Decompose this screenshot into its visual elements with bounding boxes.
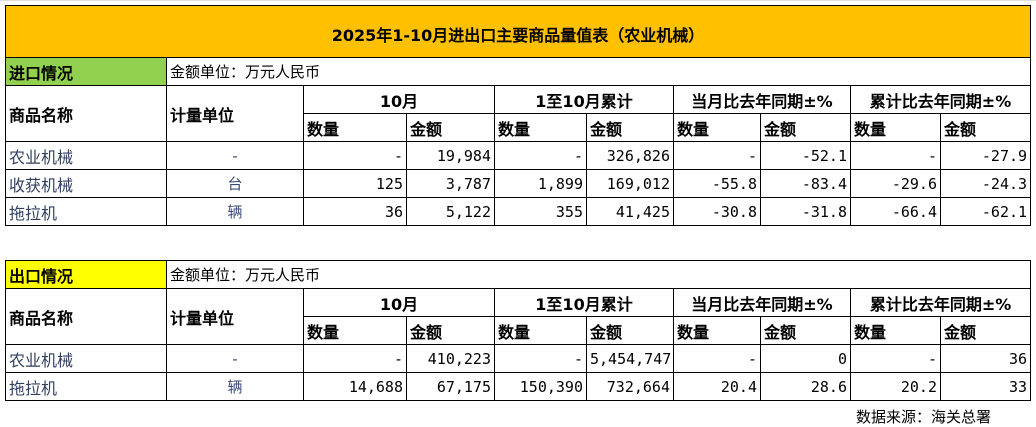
value-cell: 14,688 (303, 372, 407, 401)
value-cell: -27.9 (939, 141, 1032, 170)
item-name: 农业机械 (5, 141, 167, 170)
value-cell: 20.4 (673, 372, 761, 401)
value-cell: -83.4 (760, 169, 851, 198)
header-month: 10月 (303, 288, 495, 317)
header-cumulative: 1至10月累计 (494, 85, 674, 114)
value-cell: - (494, 344, 587, 373)
table-row: 收获机械台 125 3,787 1,899 169,012 -55.8 -83.4 -29.6… (5, 169, 1032, 198)
header-name: 商品名称 (5, 85, 167, 142)
value-cell: 36 (939, 344, 1032, 373)
header-month: 10月 (303, 85, 495, 114)
value-cell: 36 (303, 197, 407, 226)
header-quantity: 数量 (494, 113, 587, 142)
header-unit: 计量单位 (166, 288, 304, 345)
header-quantity: 数量 (673, 113, 761, 142)
header-amount: 金额 (939, 113, 1032, 142)
header-month-yoy: 当月比去年同期±% (673, 288, 851, 317)
value-cell: 19,984 (406, 141, 495, 170)
header-unit: 计量单位 (166, 85, 304, 142)
value-cell: 125 (303, 169, 407, 198)
import-table: 2025年1-10月进出口主要商品量值表（农业机械） 进口情况 金额单位：万元人… (4, 5, 1032, 226)
export-table: 出口情况 金额单位：万元人民币 商品名称 计量单位 10月 1至10月累计 当月… (5, 260, 1032, 401)
header-quantity: 数量 (303, 316, 407, 345)
table-row: 拖拉机辆 14,688 67,175 150,390 732,664 20.4 28.6 20… (5, 372, 1032, 401)
value-cell: -66.4 (850, 197, 941, 226)
table-title: 2025年1-10月进出口主要商品量值表（农业机械） (4, 5, 1032, 58)
value-cell: -31.8 (760, 197, 851, 226)
header-quantity: 数量 (673, 316, 761, 345)
header-quantity: 数量 (494, 316, 587, 345)
header-quantity: 数量 (303, 113, 407, 142)
value-cell: 67,175 (406, 372, 495, 401)
header-amount: 金额 (406, 316, 495, 345)
value-cell: 732,664 (586, 372, 674, 401)
table-row: 农业机械 - -410,223-5,454,747-0-36 (5, 344, 1032, 373)
header-amount: 金额 (586, 113, 674, 142)
item-name: 农业机械 (5, 344, 167, 373)
value-cell: 41,425 (586, 197, 674, 226)
value-cell: - (303, 141, 407, 170)
value-cell: 169,012 (586, 169, 674, 198)
value-cell: 355 (494, 197, 587, 226)
amount-unit-note: 金额单位：万元人民币 (165, 57, 1032, 86)
header-quantity: 数量 (850, 316, 941, 345)
value-cell: -29.6 (850, 169, 941, 198)
data-source: 数据来源：海关总署 (856, 408, 992, 426)
header-quantity: 数量 (850, 113, 941, 142)
item-name: 拖拉机 (5, 197, 167, 226)
value-cell: -55.8 (673, 169, 761, 198)
header-amount: 金额 (406, 113, 495, 142)
value-cell: 150,390 (494, 372, 587, 401)
item-unit: 台 (166, 169, 304, 198)
value-cell: 410,223 (406, 344, 495, 373)
header-cum-yoy: 累计比去年同期±% (849, 288, 1032, 317)
item-name: 拖拉机 (5, 372, 167, 401)
header-month-yoy: 当月比去年同期±% (673, 85, 851, 114)
value-cell: 0 (760, 344, 851, 373)
item-unit: 辆 (166, 372, 304, 401)
value-cell: 1,899 (494, 169, 587, 198)
import-rows: 农业机械 - -19,984-326,826- -52.1- -27.9 收获机械台 125… (5, 141, 1032, 226)
value-cell: - (850, 344, 941, 373)
value-cell: -52.1 (760, 141, 851, 170)
value-cell: - (494, 141, 587, 170)
value-cell: 20.2 (850, 372, 941, 401)
value-cell: - (673, 344, 761, 373)
item-unit: - (166, 344, 304, 373)
value-cell: 5,454,747 (586, 344, 674, 373)
export-rows: 农业机械 - -410,223-5,454,747-0-36 拖拉机辆 14,688 67… (5, 344, 1032, 401)
header-amount: 金额 (939, 316, 1032, 345)
value-cell: -62.1 (939, 197, 1032, 226)
table-row: 拖拉机辆 36 5,122 355 41,425 -30.8 -31.8 -66.4 -62.1 (5, 197, 1032, 226)
item-name: 收获机械 (5, 169, 167, 198)
header-name: 商品名称 (5, 288, 167, 345)
value-cell: - (673, 141, 761, 170)
item-unit: - (166, 141, 304, 170)
header-amount: 金额 (760, 113, 851, 142)
value-cell: 33 (939, 372, 1032, 401)
amount-unit-note: 金额单位：万元人民币 (165, 260, 1032, 289)
value-cell: 28.6 (760, 372, 851, 401)
subheader-row: 数量 金额 数量 金额 数量 金额 数量 金额 (6, 113, 1032, 142)
import-section-label: 进口情况 (5, 57, 167, 86)
value-cell: -24.3 (939, 169, 1032, 198)
value-cell: 3,787 (406, 169, 495, 198)
header-cumulative: 1至10月累计 (494, 288, 674, 317)
item-unit: 辆 (166, 197, 304, 226)
value-cell: 5,122 (406, 197, 495, 226)
table-row: 农业机械 - -19,984-326,826- -52.1- -27.9 (5, 141, 1032, 170)
value-cell: -30.8 (673, 197, 761, 226)
value-cell: 326,826 (586, 141, 674, 170)
header-cum-yoy: 累计比去年同期±% (849, 85, 1032, 114)
value-cell: - (303, 344, 407, 373)
header-amount: 金额 (586, 316, 674, 345)
export-section-label: 出口情况 (5, 260, 167, 289)
value-cell: - (850, 141, 941, 170)
header-amount: 金额 (760, 316, 851, 345)
subheader-row: 数量 金额 数量 金额 数量 金额 数量 金额 (6, 316, 1032, 345)
